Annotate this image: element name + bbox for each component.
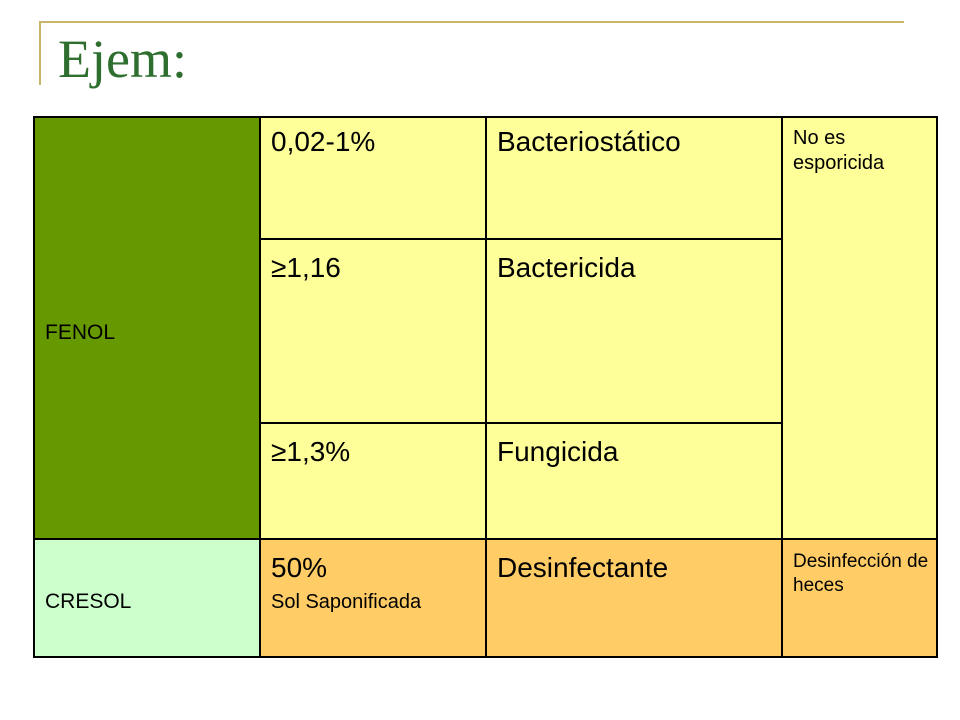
fenol-concentration: ≥1,16	[271, 252, 341, 283]
fenol-concentration: ≥1,3%	[271, 436, 351, 467]
fenol-concentration-cell: ≥1,3%	[259, 422, 487, 540]
fenol-effect-cell: Bactericida	[485, 238, 783, 424]
fenol-concentration-cell: 0,02-1%	[259, 116, 487, 240]
cresol-note-cell: Desinfección de heces	[781, 538, 938, 658]
table-row: ≥1,16 Bactericida	[34, 238, 937, 424]
fenol-name: FENOL	[45, 321, 116, 344]
fenol-concentration: 0,02-1%	[271, 126, 376, 157]
cresol-name: CRESOL	[45, 590, 132, 613]
fenol-name-cell: FENOL	[33, 116, 261, 540]
cresol-concentration-detail: Sol Saponificada	[271, 591, 422, 613]
cresol-concentration: 50%	[271, 552, 328, 583]
slide-frame-left-line	[39, 21, 41, 85]
fenol-effect-cell: Bacteriostático	[485, 116, 783, 240]
cresol-concentration-cell: 50% Sol Saponificada	[259, 538, 487, 658]
fenol-effect: Fungicida	[497, 436, 619, 467]
table-row: CRESOL 50% Sol Saponificada Desinfectant…	[33, 538, 938, 658]
fenol-effect: Bacteriostático	[497, 126, 681, 157]
slide-title: Ejem:	[58, 29, 187, 89]
fenol-concentration-cell: ≥1,16	[259, 238, 487, 424]
cresol-effect: Desinfectante	[497, 552, 669, 583]
disinfectant-table: FENOL 0,02-1% Bacteriostático No es espo…	[33, 116, 938, 658]
cresol-name-cell: CRESOL	[33, 538, 261, 658]
table-row: FENOL 0,02-1% Bacteriostático No es espo…	[33, 116, 938, 540]
fenol-note: No es esporicida	[793, 127, 885, 174]
fenol-note-cell: No es esporicida	[781, 116, 938, 540]
fenol-effect-cell: Fungicida	[485, 422, 783, 540]
slide-frame-top-line	[39, 21, 904, 23]
cresol-note: Desinfección de heces	[793, 551, 929, 596]
fenol-effect: Bactericida	[497, 252, 636, 283]
table-row: ≥1,3% Fungicida	[34, 422, 937, 540]
cresol-effect-cell: Desinfectante	[485, 538, 783, 658]
